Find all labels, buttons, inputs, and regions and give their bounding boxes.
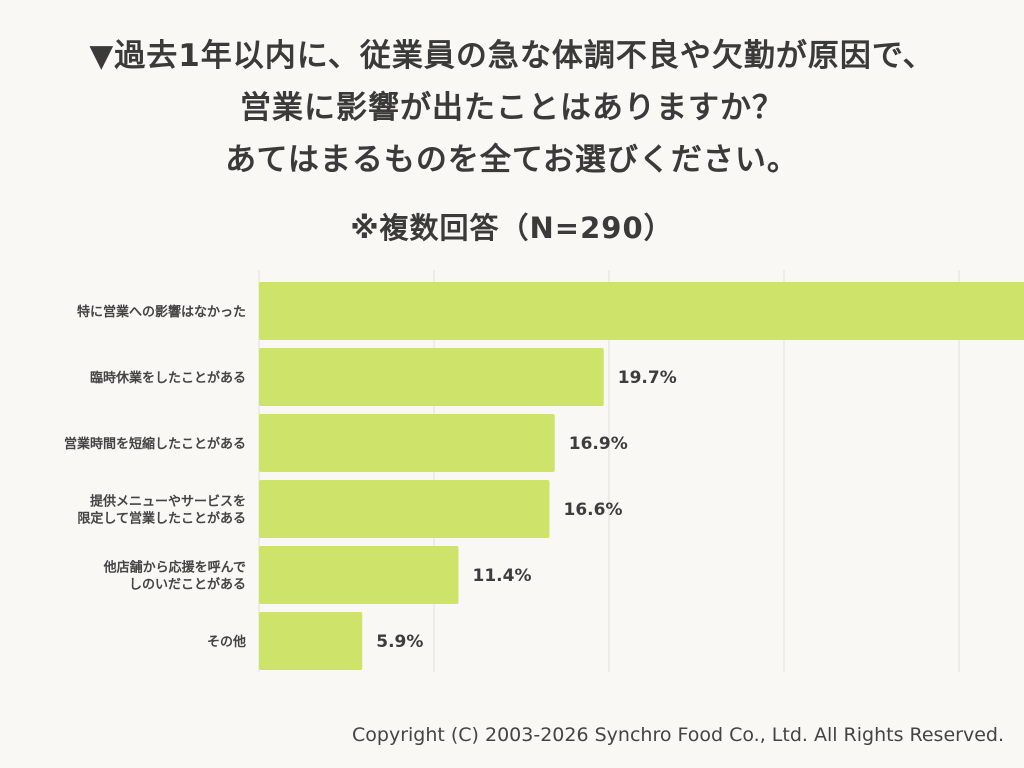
- bar-chart: 特に営業への影響はなかった45.2%臨時休業をしたことがある19.7%営業時間を…: [64, 270, 1024, 672]
- category-label: 提供メニューやサービスを: [90, 494, 246, 510]
- copyright-notice: Copyright (C) 2003-2026 Synchro Food Co.…: [352, 724, 1004, 746]
- data-label: 5.9%: [376, 632, 423, 652]
- category-label: その他: [207, 634, 246, 650]
- data-label: 16.9%: [569, 434, 628, 454]
- category-label: しのいだことがある: [129, 577, 246, 593]
- data-label: 11.4%: [473, 566, 532, 586]
- bar: [259, 282, 1024, 340]
- category-label: 限定して営業したことがある: [77, 511, 246, 527]
- data-label: 16.6%: [564, 500, 623, 520]
- chart-title-line-3: あてはまるものを全てお選びください。: [225, 142, 799, 178]
- bar: [259, 546, 459, 604]
- chart-title-line-2: 営業に影響が出たことはありますか？: [240, 90, 784, 126]
- chart-title: ▼過去1年以内に、従業員の急な体調不良や欠勤が原因で、 営業に影響が出たことはあ…: [0, 30, 1024, 186]
- chart-subtitle: ※複数回答（N=290）: [350, 211, 674, 245]
- category-label: 営業時間を短縮したことがある: [64, 436, 246, 452]
- category-label: 特に営業への影響はなかった: [77, 304, 246, 320]
- category-label: 他店舗から応援を呼んで: [103, 560, 246, 576]
- chart-title-line-1: ▼過去1年以内に、従業員の急な体調不良や欠勤が原因で、: [89, 38, 935, 74]
- data-label: 19.7%: [618, 368, 677, 388]
- category-label: 臨時休業をしたことがある: [90, 370, 246, 386]
- bar: [259, 480, 550, 538]
- bar: [259, 612, 363, 670]
- bar: [259, 348, 604, 406]
- bar: [259, 414, 555, 472]
